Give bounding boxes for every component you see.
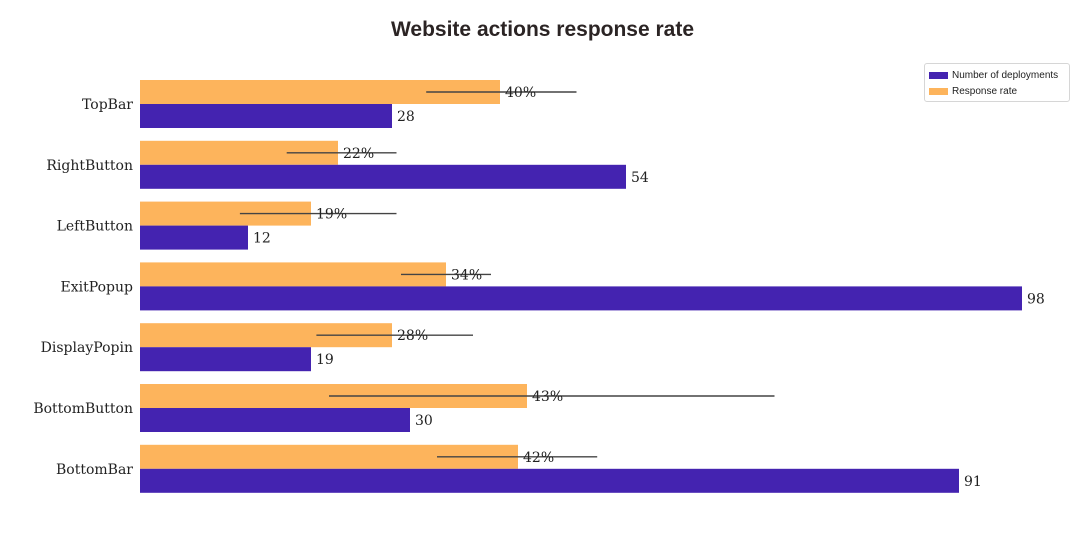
category-label-topbar: TopBar (82, 97, 133, 113)
legend-label-deployments: Number of deployments (952, 69, 1059, 81)
legend: Number of deployments Response rate (924, 63, 1070, 102)
category-label-bottombar: BottomBar (56, 462, 133, 478)
category-label-rightbutton: RightButton (46, 158, 133, 174)
response-rate-label-bottombutton: 43% (532, 389, 563, 405)
deployments-label-rightbutton: 54 (631, 170, 649, 186)
deployments-bar-displaypopin (140, 347, 311, 372)
category-label-exitpopup: ExitPopup (61, 279, 133, 295)
response-rate-label-rightbutton: 22% (343, 146, 374, 162)
deployments-label-topbar: 28 (397, 109, 415, 125)
chart-title: Website actions response rate (390, 18, 695, 41)
deployments-label-displaypopin: 19 (316, 352, 334, 368)
deployments-bar-exitpopup (140, 286, 1022, 311)
category-label-bottombutton: BottomButton (33, 401, 133, 417)
deployments-label-exitpopup: 98 (1027, 291, 1045, 307)
response-rate-label-topbar: 40% (505, 85, 536, 101)
response-rate-label-leftbutton: 19% (316, 207, 347, 223)
response-rate-label-displaypopin: 28% (397, 328, 428, 344)
legend-swatch-deployments (929, 71, 948, 79)
response-rate-label-exitpopup: 34% (451, 267, 482, 283)
deployments-bar-topbar (140, 104, 392, 128)
legend-swatch-response-rate (929, 87, 948, 95)
deployments-label-bottombutton: 30 (415, 413, 433, 429)
response-rate-bar-exitpopup (140, 262, 446, 287)
response-rate-label-bottombar: 42% (523, 450, 554, 466)
deployments-label-leftbutton: 12 (253, 231, 271, 247)
legend-label-response-rate: Response rate (952, 85, 1018, 97)
category-label-leftbutton: LeftButton (57, 219, 133, 235)
category-label-displaypopin: DisplayPopin (41, 340, 133, 356)
deployments-bar-rightbutton (140, 164, 626, 189)
legend-item-response-rate: Response rate (929, 84, 1017, 98)
deployments-bar-leftbutton (140, 225, 248, 250)
legend-item-deployments: Number of deployments (929, 68, 1058, 82)
deployments-label-bottombar: 91 (964, 474, 982, 490)
deployments-bar-bottombar (140, 468, 959, 493)
deployments-bar-bottombutton (140, 408, 410, 432)
